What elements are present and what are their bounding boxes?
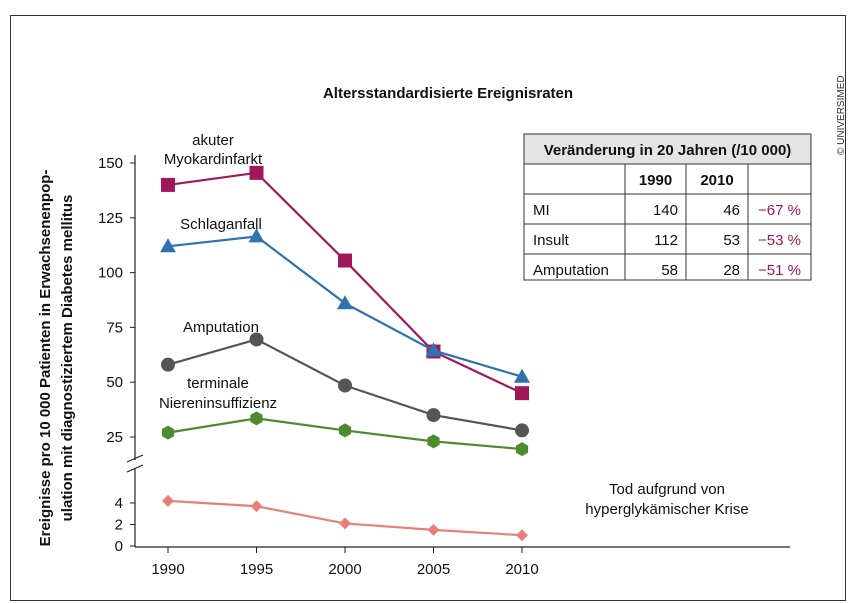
table-cell: Insult — [533, 232, 570, 249]
table-header-cell: 2010 — [700, 172, 733, 189]
y-tick-label: 4 — [115, 495, 123, 512]
y-tick-label: 0 — [115, 538, 123, 555]
table-cell: 46 — [723, 202, 740, 219]
series-label: Amputation — [183, 319, 259, 336]
data-point-square — [338, 253, 352, 268]
chart-title: Altersstandardisierte Ereignisraten — [323, 85, 573, 102]
table-title-cell — [523, 133, 812, 165]
data-point-square — [249, 165, 264, 180]
data-point-diamond — [516, 529, 528, 542]
table-cell: 112 — [654, 232, 678, 249]
table-cell: 53 — [723, 232, 740, 249]
data-point-hexagon — [250, 411, 263, 426]
y-tick-label: 125 — [98, 210, 123, 227]
data-point-diamond — [339, 517, 351, 530]
table-cell: 58 — [661, 262, 678, 279]
table-cell: −53 % — [758, 232, 801, 249]
data-point-diamond — [427, 523, 440, 536]
series-layer — [160, 165, 530, 542]
y-tick-label: 150 — [98, 155, 123, 172]
data-point-triangle — [514, 368, 530, 383]
data-point-diamond — [162, 494, 174, 507]
series-label: Niereninsuffizienz — [159, 395, 277, 412]
table-cell: Amputation — [533, 262, 609, 279]
x-tick-label: 2005 — [417, 561, 450, 578]
series-label: hyperglykämischer Krise — [585, 501, 748, 518]
table-cell: MI — [533, 202, 550, 219]
table-header-cell: 1990 — [639, 172, 672, 189]
y-tick-label: 75 — [106, 319, 123, 336]
copyright-text: © UNIVERSIMED — [836, 75, 847, 155]
x-tick-label: 2000 — [328, 561, 361, 578]
x-tick-label: 1995 — [240, 561, 273, 578]
data-point-hexagon — [515, 442, 529, 457]
data-point-triangle — [248, 228, 265, 243]
series-label: akuter — [192, 132, 234, 149]
table-title: Veränderung in 20 Jahren (/10 000) — [544, 142, 792, 159]
series-label: Tod aufgrund von — [609, 481, 725, 498]
series-label: Myokardinfarkt — [164, 151, 263, 168]
data-point-square — [161, 177, 175, 192]
y-tick-label: 50 — [106, 374, 123, 391]
change-table: Veränderung in 20 Jahren (/10 000) 1990 20… — [523, 133, 812, 281]
data-point-circle — [426, 408, 441, 423]
table-cell: −67 % — [758, 202, 801, 219]
axis-break-mark — [126, 464, 144, 473]
series-label: Schlaganfall — [180, 216, 262, 233]
data-point-hexagon — [427, 434, 440, 449]
y-tick-label: 100 — [98, 265, 123, 282]
chart-frame — [10, 15, 846, 601]
y-axis-label-line-1: Ereignisse pro 10 000 Patienten in Erwac… — [37, 170, 54, 547]
data-point-circle — [515, 423, 529, 438]
y-tick-label: 25 — [106, 429, 123, 446]
x-tick-label: 1990 — [151, 561, 184, 578]
y-axis-label-line-2: ulation mit diagnostiziertem Diabetes me… — [59, 195, 76, 522]
series-labels: akuter Myokardinfarkt Schlaganfall Amputati… — [159, 132, 749, 518]
data-point-circle — [338, 378, 352, 393]
data-point-triangle — [337, 295, 353, 310]
data-point-square — [515, 386, 529, 401]
data-point-hexagon — [338, 423, 352, 438]
data-point-triangle — [425, 342, 442, 357]
axis-break-mark — [126, 454, 144, 463]
table-cell: 28 — [723, 262, 740, 279]
data-point-circle — [249, 332, 264, 347]
data-point-diamond — [250, 500, 263, 513]
series-label: terminale — [187, 375, 249, 392]
table-cell: 140 — [653, 202, 678, 219]
table-cell: −51 % — [758, 262, 801, 279]
data-point-hexagon — [161, 425, 175, 440]
axes: 25 50 75 100 125 150 0 2 4 1990 1995 2000 2005 2010 — [98, 155, 790, 578]
data-point-triangle — [160, 238, 176, 253]
y-tick-label: 2 — [115, 517, 123, 534]
data-point-circle — [161, 357, 175, 372]
x-tick-label: 2010 — [505, 561, 538, 578]
